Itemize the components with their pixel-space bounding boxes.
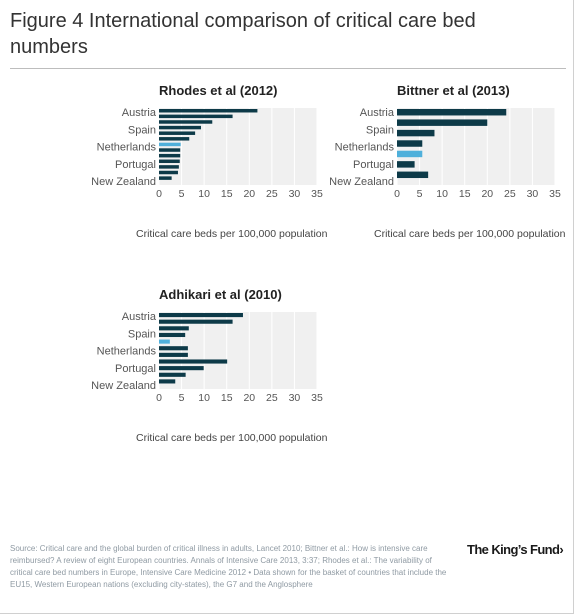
bar bbox=[159, 125, 201, 130]
y-category-label: Austria bbox=[122, 107, 157, 119]
y-category-label: Portugal bbox=[115, 159, 156, 171]
y-category-label: Netherlands bbox=[97, 346, 157, 358]
x-axis-label: Critical care beds per 100,000 populatio… bbox=[136, 432, 328, 444]
bar bbox=[159, 142, 181, 147]
bar bbox=[397, 150, 423, 158]
bar bbox=[159, 109, 258, 113]
figure-title: Figure 4 International comparison of cri… bbox=[10, 10, 476, 58]
x-tick-label: 5 bbox=[179, 392, 185, 404]
y-category-label: New Zealand bbox=[91, 380, 156, 392]
y-category-label: Austria bbox=[360, 107, 395, 119]
y-category-label: Netherlands bbox=[97, 142, 157, 154]
bar bbox=[159, 120, 213, 124]
bar bbox=[159, 176, 172, 180]
y-category-label: Spain bbox=[128, 328, 156, 340]
x-tick-label: 5 bbox=[179, 188, 185, 200]
x-tick-label: 35 bbox=[549, 188, 561, 200]
bar bbox=[159, 366, 204, 371]
y-category-label: Spain bbox=[366, 124, 394, 136]
y-category-label: Portugal bbox=[115, 363, 156, 375]
bar bbox=[159, 379, 176, 384]
bar bbox=[159, 114, 233, 119]
x-tick-label: 10 bbox=[436, 188, 448, 200]
y-category-label: Portugal bbox=[353, 159, 394, 171]
y-category-label: New Zealand bbox=[329, 176, 394, 188]
x-tick-label: 30 bbox=[289, 188, 301, 200]
bar bbox=[159, 339, 170, 344]
bar bbox=[159, 313, 243, 318]
x-tick-label: 0 bbox=[156, 392, 162, 404]
bar bbox=[159, 131, 196, 135]
x-tick-label: 10 bbox=[198, 392, 210, 404]
bar bbox=[159, 332, 186, 338]
bar bbox=[159, 359, 228, 364]
bar bbox=[159, 148, 181, 152]
x-tick-label: 15 bbox=[459, 188, 471, 200]
bar bbox=[159, 372, 186, 377]
bar bbox=[159, 326, 189, 331]
y-category-label: New Zealand bbox=[91, 176, 156, 188]
bar bbox=[159, 137, 190, 141]
x-tick-label: 35 bbox=[311, 392, 323, 404]
x-tick-label: 20 bbox=[243, 188, 255, 200]
bar bbox=[159, 170, 178, 175]
bar bbox=[397, 109, 507, 116]
x-tick-label: 10 bbox=[198, 188, 210, 200]
x-tick-label: 25 bbox=[504, 188, 516, 200]
y-category-label: Austria bbox=[122, 311, 157, 323]
x-tick-label: 20 bbox=[243, 392, 255, 404]
bar bbox=[397, 119, 488, 126]
plot-background bbox=[159, 108, 317, 185]
x-tick-label: 30 bbox=[527, 188, 539, 200]
chart-title: Adhikari et al (2010) bbox=[159, 287, 282, 302]
bar bbox=[159, 352, 188, 357]
kings-fund-logo: The King’s Fund› bbox=[467, 542, 564, 557]
y-category-label: Spain bbox=[128, 124, 156, 136]
x-tick-label: 5 bbox=[417, 188, 423, 200]
x-tick-label: 15 bbox=[221, 188, 233, 200]
bar bbox=[397, 129, 435, 137]
title-divider bbox=[10, 68, 566, 69]
x-tick-label: 20 bbox=[481, 188, 493, 200]
bar bbox=[159, 346, 188, 351]
x-tick-label: 25 bbox=[266, 392, 278, 404]
x-tick-label: 35 bbox=[311, 188, 323, 200]
source-note: Source: Critical care and the global bur… bbox=[10, 544, 447, 589]
x-tick-label: 0 bbox=[394, 188, 400, 200]
charts-svg: Rhodes et al (2012)AustriaSpainNetherlan… bbox=[91, 83, 566, 444]
y-category-label: Netherlands bbox=[335, 142, 395, 154]
bar bbox=[159, 319, 233, 324]
x-tick-label: 25 bbox=[266, 188, 278, 200]
bar bbox=[159, 153, 181, 158]
x-tick-label: 15 bbox=[221, 392, 233, 404]
bar bbox=[397, 171, 429, 179]
x-tick-label: 0 bbox=[156, 188, 162, 200]
chart-title: Rhodes et al (2012) bbox=[159, 83, 278, 98]
bar bbox=[159, 159, 180, 164]
chart-title: Bittner et al (2013) bbox=[397, 83, 510, 98]
x-axis-label: Critical care beds per 100,000 populatio… bbox=[136, 228, 328, 240]
bar bbox=[397, 161, 415, 168]
x-axis-label: Critical care beds per 100,000 populatio… bbox=[374, 228, 566, 240]
bar bbox=[397, 140, 423, 147]
x-tick-label: 30 bbox=[289, 392, 301, 404]
bar bbox=[159, 165, 179, 169]
charts-container: Rhodes et al (2012) Austria Spain Netherlan… bbox=[91, 83, 566, 444]
